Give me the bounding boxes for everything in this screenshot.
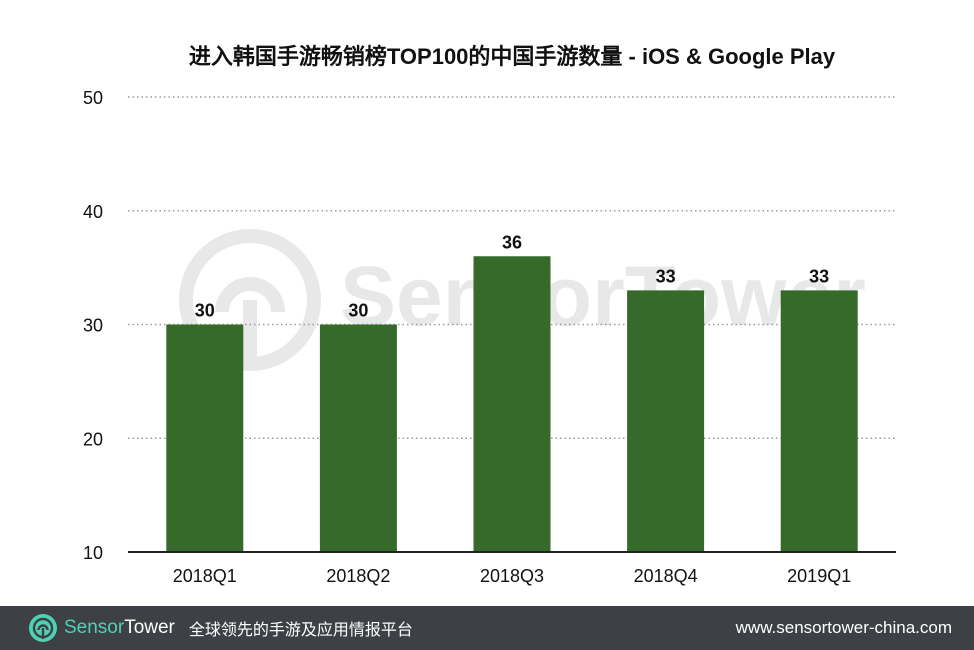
y-axis: 10 20 30 40 50 bbox=[83, 88, 103, 563]
footer-brand: SensorTower 全球领先的手游及应用情报平台 bbox=[28, 613, 413, 643]
bar-2018Q3 bbox=[473, 256, 551, 552]
bar-2018Q1 bbox=[166, 324, 244, 552]
bars bbox=[166, 256, 858, 552]
y-tick-label: 40 bbox=[83, 202, 103, 222]
chart: SensorTower 进入韩国手游畅销榜TOP100的中国手游数量 - iOS… bbox=[83, 44, 896, 586]
footer-tagline: 全球领先的手游及应用情报平台 bbox=[188, 622, 413, 639]
data-label: 33 bbox=[809, 266, 829, 286]
y-tick-label: 10 bbox=[83, 543, 103, 563]
bar-2018Q4 bbox=[627, 290, 705, 552]
x-tick-label: 2018Q1 bbox=[173, 566, 237, 586]
x-axis: 2018Q1 2018Q2 2018Q3 2018Q4 2019Q1 bbox=[173, 566, 851, 586]
chart-title: 进入韩国手游畅销榜TOP100的中国手游数量 - iOS & Google Pl… bbox=[189, 44, 836, 69]
x-tick-label: 2019Q1 bbox=[787, 566, 851, 586]
footer-bar: SensorTower 全球领先的手游及应用情报平台 www.sensortow… bbox=[0, 606, 974, 650]
y-tick-label: 50 bbox=[83, 88, 103, 108]
bar-2018Q2 bbox=[319, 324, 397, 552]
data-label: 33 bbox=[656, 266, 676, 286]
data-label: 30 bbox=[348, 301, 368, 321]
x-tick-label: 2018Q3 bbox=[480, 566, 544, 586]
y-tick-label: 20 bbox=[83, 429, 103, 449]
y-tick-label: 30 bbox=[83, 316, 103, 336]
footer-brand-name: SensorTower bbox=[64, 617, 175, 638]
x-tick-label: 2018Q2 bbox=[326, 566, 390, 586]
x-tick-label: 2018Q4 bbox=[634, 566, 698, 586]
watermark-text: SensorTower bbox=[340, 249, 866, 343]
data-labels: 30 30 36 33 33 bbox=[195, 232, 829, 320]
footer-url[interactable]: www.sensortower-china.com bbox=[735, 618, 952, 637]
sensortower-logo-icon bbox=[29, 614, 57, 642]
data-label: 36 bbox=[502, 232, 522, 252]
watermark-logo-icon bbox=[179, 229, 321, 371]
bar-2019Q1 bbox=[780, 290, 858, 552]
sensortower-watermark: SensorTower bbox=[179, 229, 866, 371]
data-label: 30 bbox=[195, 301, 215, 321]
